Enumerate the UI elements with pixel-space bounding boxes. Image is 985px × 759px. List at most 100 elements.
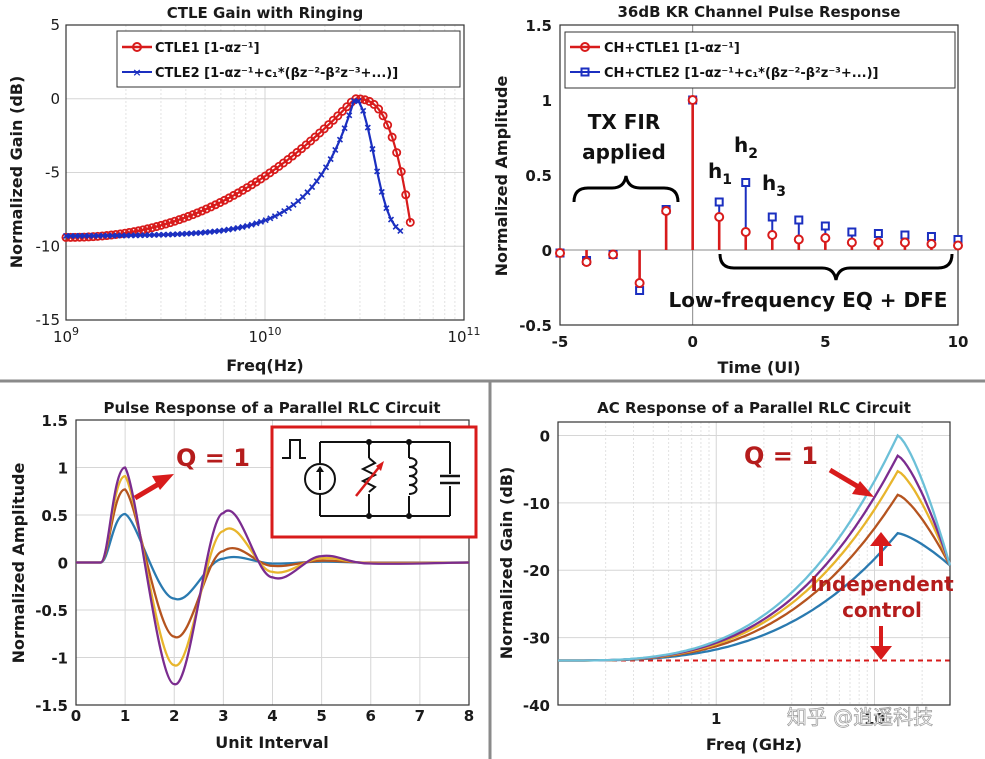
ctle1-marker (170, 216, 180, 226)
ctle2-marker (72, 232, 79, 239)
ctle2-marker (160, 231, 167, 238)
rlc-pulse-xtick-label: 8 (464, 707, 474, 725)
rlc-ac-ytick-label: -10 (523, 495, 550, 513)
rlc-pulse-xtick-label: 0 (71, 707, 81, 725)
ctle2-marker (304, 189, 311, 196)
ctle2-marker (76, 232, 83, 239)
ctle1-marker (369, 99, 379, 109)
pulse-ylabel: Normalized Amplitude (492, 75, 511, 276)
ctle1-marker (156, 220, 166, 230)
ctle1-marker (192, 208, 202, 218)
ctle1-stem-marker (767, 230, 778, 240)
q1-arrowhead-right (852, 481, 874, 497)
ctle2-marker (346, 112, 353, 119)
ctle-ylabel: Normalized Gain (dB) (7, 76, 26, 269)
pulse-axes-frame (559, 24, 959, 326)
ctle2-marker (369, 145, 376, 153)
ctle2-marker (276, 210, 283, 217)
ctle2-stem-marker (741, 178, 751, 187)
ctle2-marker (234, 224, 241, 232)
rlc-pulse-xtick-label: 6 (366, 707, 376, 725)
panel-rlc-ac: AC Response of a Parallel RLC Circuit Fr… (497, 399, 954, 754)
ctle1-marker (337, 106, 347, 116)
ctle1-marker (206, 202, 216, 212)
ctle-xtick-label: 109 (53, 325, 79, 346)
rlc-pulse-ytick-label: -0.5 (35, 602, 68, 620)
ctle2-marker (350, 97, 357, 105)
ctle2-stem-marker (847, 227, 857, 237)
ctle-legend-entry-2: CTLE2 [1-αz⁻¹+c₁*(βz⁻²-β²z⁻³+...)] (155, 66, 398, 81)
rlc-ac-ytick-label: -20 (523, 562, 550, 580)
ctle2-marker (360, 107, 367, 114)
ctle2-marker (118, 232, 125, 239)
variable-resistor-arrow (355, 465, 381, 497)
ctle-xlabel: Freq(Hz) (226, 356, 303, 375)
ctle2-marker (230, 225, 237, 232)
ctle1-stem-marker (953, 240, 963, 251)
panel-pulse: 36dB KR Channel Pulse Response Time (UI)… (492, 3, 968, 377)
pulse-title: 36dB KR Channel Pulse Response (618, 3, 901, 21)
rlc-pulse-curve (76, 466, 470, 686)
ctle2-marker (155, 231, 162, 238)
rlc-pulse-xtick-label: 3 (218, 707, 228, 725)
rlc-pulse-ytick-label: -1 (51, 650, 68, 668)
rlc-pulse-ylabel: Normalized Amplitude (9, 462, 28, 663)
ctle1-marker (229, 190, 239, 200)
ctle1-marker (387, 132, 397, 142)
ctle2-marker (132, 232, 139, 239)
rlc-ac-xlabel: Freq (GHz) (706, 735, 802, 754)
ctle2-marker (295, 198, 302, 205)
ctle2-marker (248, 221, 255, 228)
pulse-xtick-label: 0 (687, 333, 697, 351)
ctle2-marker (165, 231, 172, 238)
ctle-series-line-2 (66, 99, 402, 237)
ctle2-marker (387, 216, 395, 223)
ctle2-stem-marker (794, 215, 804, 225)
ctle-yticks: 5 0 -5 -10 -15 (36, 16, 61, 329)
lf-eq-label: Low-frequency EQ + DFE (669, 288, 948, 312)
rlc-pulse-ytick-label: 0 (58, 555, 68, 573)
ctle2-marker (374, 168, 381, 175)
ctle1-marker (215, 198, 225, 208)
ctle2-marker (114, 232, 121, 239)
ctle1-stem-marker (634, 278, 645, 288)
ctle1-stem-marker (555, 248, 565, 258)
pulse-xtick-label: -5 (552, 333, 569, 351)
rlc-pulse-xticks: 0 1 2 3 4 5 6 7 8 (71, 707, 474, 725)
ctle1-stem-marker (899, 237, 910, 248)
rlc-pulse-series (76, 466, 470, 686)
rlc-pulse-xtick-label: 2 (169, 707, 179, 725)
ctle2-stem-marker (900, 230, 910, 240)
rlc-ac-xtick-label: 10 (864, 710, 885, 728)
rlc-pulse-yticks: 1.5 1 0.5 0 -0.5 -1 -1.5 (35, 412, 68, 715)
rlc-ac-series (558, 433, 952, 662)
rlc-ac-curve (558, 453, 952, 662)
rlc-ac-xtick-label: 1 (711, 710, 721, 728)
ctle1-stem-marker (687, 95, 698, 105)
ctle2-stem-marker (926, 232, 936, 241)
rlc-ac-ytick-label: -40 (523, 697, 550, 715)
pulse-source-symbol (282, 439, 306, 459)
ctle-ytick-label: -5 (45, 164, 60, 182)
h1-label: h1 (708, 159, 732, 188)
ctle2-marker (318, 171, 325, 178)
pulse-xtick-label: 5 (820, 333, 830, 351)
rlc-ac-ytick-label: 0 (540, 427, 550, 445)
pulse-ytick-label: 1.5 (525, 17, 552, 35)
ctle1-marker (405, 217, 415, 227)
rlc-pulse-ytick-label: -1.5 (35, 697, 68, 715)
rlc-ac-yticks: 0 -10 -20 -30 -40 (523, 427, 550, 715)
ctle2-marker (257, 218, 265, 225)
ctle2-marker (290, 201, 297, 208)
pulse-ytick-label: 1 (542, 92, 552, 110)
ctle1-marker (147, 223, 157, 233)
ctle1-marker (183, 211, 193, 221)
lf-eq-brace (718, 253, 954, 281)
ctle1-stem-marker (926, 239, 937, 249)
ctle2-marker (62, 232, 70, 239)
ctle-ytick-label: -15 (36, 311, 61, 329)
rlc-circuit-inset (270, 425, 478, 539)
ctle2-marker (216, 227, 223, 234)
ctle2-marker (397, 227, 404, 234)
ctle-ytick-label: 0 (50, 90, 60, 108)
